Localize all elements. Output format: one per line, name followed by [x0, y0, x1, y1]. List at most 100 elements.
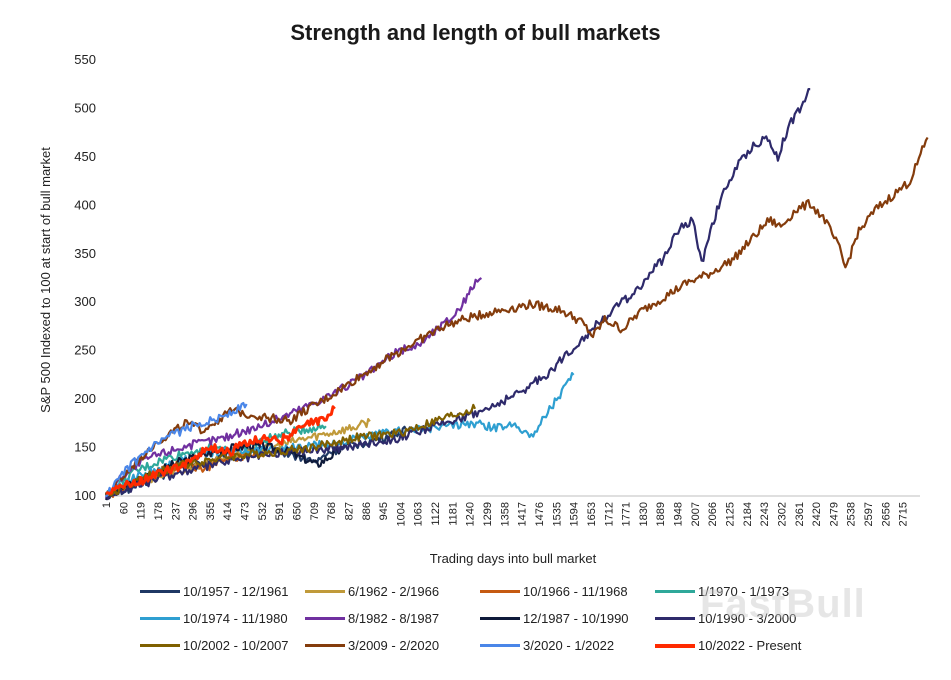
legend-label: 12/1987 - 10/1990 — [523, 611, 629, 626]
x-tick-label: 1181 — [447, 502, 459, 526]
legend-label: 10/1974 - 11/1980 — [183, 611, 288, 626]
x-tick-label: 2597 — [863, 502, 875, 526]
x-tick-label: 1889 — [655, 502, 667, 526]
x-tick-label: 2184 — [742, 502, 754, 526]
x-tick-label: 119 — [136, 502, 148, 520]
legend: 10/1957 - 12/1961 6/1962 - 2/1966 10/1966 … — [140, 584, 840, 653]
legend-swatch — [655, 590, 695, 593]
legend-item: 10/1966 - 11/1968 — [480, 584, 655, 599]
legend-item: 1/1970 - 1/1973 — [655, 584, 840, 599]
series-line — [105, 405, 336, 495]
chart-title: Strength and length of bull markets — [290, 20, 661, 45]
legend-label: 10/2022 - Present — [698, 638, 802, 653]
legend-item: 8/1982 - 8/1987 — [305, 611, 480, 626]
x-tick-label: 827 — [343, 502, 355, 520]
x-tick-label: 2243 — [759, 502, 771, 526]
legend-label: 8/1982 - 8/1987 — [348, 611, 440, 626]
x-tick-label: 709 — [309, 502, 321, 520]
y-tick-label: 200 — [74, 391, 96, 406]
x-tick-label: 1771 — [621, 502, 633, 526]
x-tick-label: 886 — [361, 502, 373, 520]
legend-item: 3/2009 - 2/2020 — [305, 638, 480, 653]
legend-label: 10/2002 - 10/2007 — [183, 638, 289, 653]
y-tick-label: 450 — [74, 149, 96, 164]
y-axis-title: S&P 500 Indexed to 100 at start of bull … — [38, 147, 53, 413]
x-tick-label: 355 — [205, 502, 217, 520]
series-line — [104, 87, 811, 501]
x-tick-label: 2302 — [776, 502, 788, 526]
legend-swatch — [480, 590, 520, 593]
legend-item: 10/2002 - 10/2007 — [140, 638, 305, 653]
x-tick-label: 1653 — [586, 502, 598, 526]
legend-item: 6/1962 - 2/1966 — [305, 584, 480, 599]
x-tick-label: 1299 — [482, 502, 494, 526]
y-tick-label: 300 — [74, 294, 96, 309]
series-lines — [104, 87, 929, 501]
x-tick-label: 2715 — [898, 502, 910, 526]
legend-swatch — [305, 644, 345, 647]
x-tick-label: 2007 — [690, 502, 702, 526]
x-tick-label: 2656 — [880, 502, 892, 526]
legend-swatch — [140, 617, 180, 620]
legend-swatch — [305, 590, 345, 593]
legend-swatch — [655, 617, 695, 620]
x-tick-label: 473 — [240, 502, 252, 520]
x-tick-label: 1 — [101, 502, 113, 508]
x-tick-label: 1535 — [551, 502, 563, 526]
legend-item: 10/1990 - 3/2000 — [655, 611, 840, 626]
y-tick-label: 250 — [74, 343, 96, 358]
x-tick-label: 1712 — [603, 502, 615, 526]
x-tick-label: 1240 — [465, 502, 477, 526]
x-tick-label: 1358 — [499, 502, 511, 526]
x-tick-label: 532 — [257, 502, 269, 520]
legend-item: 12/1987 - 10/1990 — [480, 611, 655, 626]
legend-swatch — [480, 617, 520, 620]
x-axis-title: Trading days into bull market — [430, 551, 597, 566]
series-line — [104, 277, 483, 499]
x-tick-label: 768 — [326, 502, 338, 520]
legend-swatch — [655, 643, 695, 648]
series-line — [105, 401, 248, 498]
legend-item: 10/2022 - Present — [655, 638, 840, 653]
x-tick-label: 945 — [378, 502, 390, 520]
legend-label: 1/1970 - 1/1973 — [698, 584, 790, 599]
legend-swatch — [480, 644, 520, 647]
x-tick-label: 296 — [188, 502, 200, 520]
x-tick-label: 1004 — [395, 502, 407, 526]
x-axis-ticks: 1 60 119 178 237 296 355 414 473 532 591 650 709 768 8… — [101, 502, 910, 526]
y-tick-label: 100 — [74, 488, 96, 503]
legend-swatch — [140, 644, 180, 647]
x-tick-label: 60 — [118, 502, 130, 514]
legend-item: 10/1974 - 11/1980 — [140, 611, 305, 626]
x-tick-label: 2538 — [846, 502, 858, 526]
x-tick-label: 2125 — [724, 502, 736, 526]
legend-item: 3/2020 - 1/2022 — [480, 638, 655, 653]
legend-label: 6/1962 - 2/1966 — [348, 584, 440, 599]
x-tick-label: 2479 — [828, 502, 840, 526]
y-tick-label: 550 — [74, 52, 96, 67]
legend-label: 10/1990 - 3/2000 — [698, 611, 797, 626]
legend-label: 10/1966 - 11/1968 — [523, 584, 628, 599]
legend-label: 3/2009 - 2/2020 — [348, 638, 440, 653]
x-tick-label: 178 — [153, 502, 165, 520]
y-axis-ticks: 100 150 200 250 300 350 400 450 500 550 — [74, 52, 96, 503]
x-tick-label: 650 — [292, 502, 304, 520]
legend-item: 10/1957 - 12/1961 — [140, 584, 305, 599]
x-tick-label: 1476 — [534, 502, 546, 526]
series-line — [104, 372, 575, 498]
y-tick-label: 350 — [74, 246, 96, 261]
y-tick-label: 500 — [74, 100, 96, 115]
x-tick-label: 2420 — [811, 502, 823, 526]
y-tick-label: 400 — [74, 197, 96, 212]
x-tick-label: 1063 — [413, 502, 425, 526]
legend-swatch — [140, 590, 180, 593]
x-tick-label: 591 — [274, 502, 286, 520]
legend-label: 3/2020 - 1/2022 — [523, 638, 615, 653]
x-tick-label: 414 — [222, 502, 234, 520]
x-tick-label: 2361 — [794, 502, 806, 526]
series-line — [105, 136, 929, 496]
x-tick-label: 2066 — [707, 502, 719, 526]
x-tick-label: 237 — [170, 502, 182, 520]
x-tick-label: 1830 — [638, 502, 650, 526]
x-tick-label: 1122 — [430, 502, 442, 526]
